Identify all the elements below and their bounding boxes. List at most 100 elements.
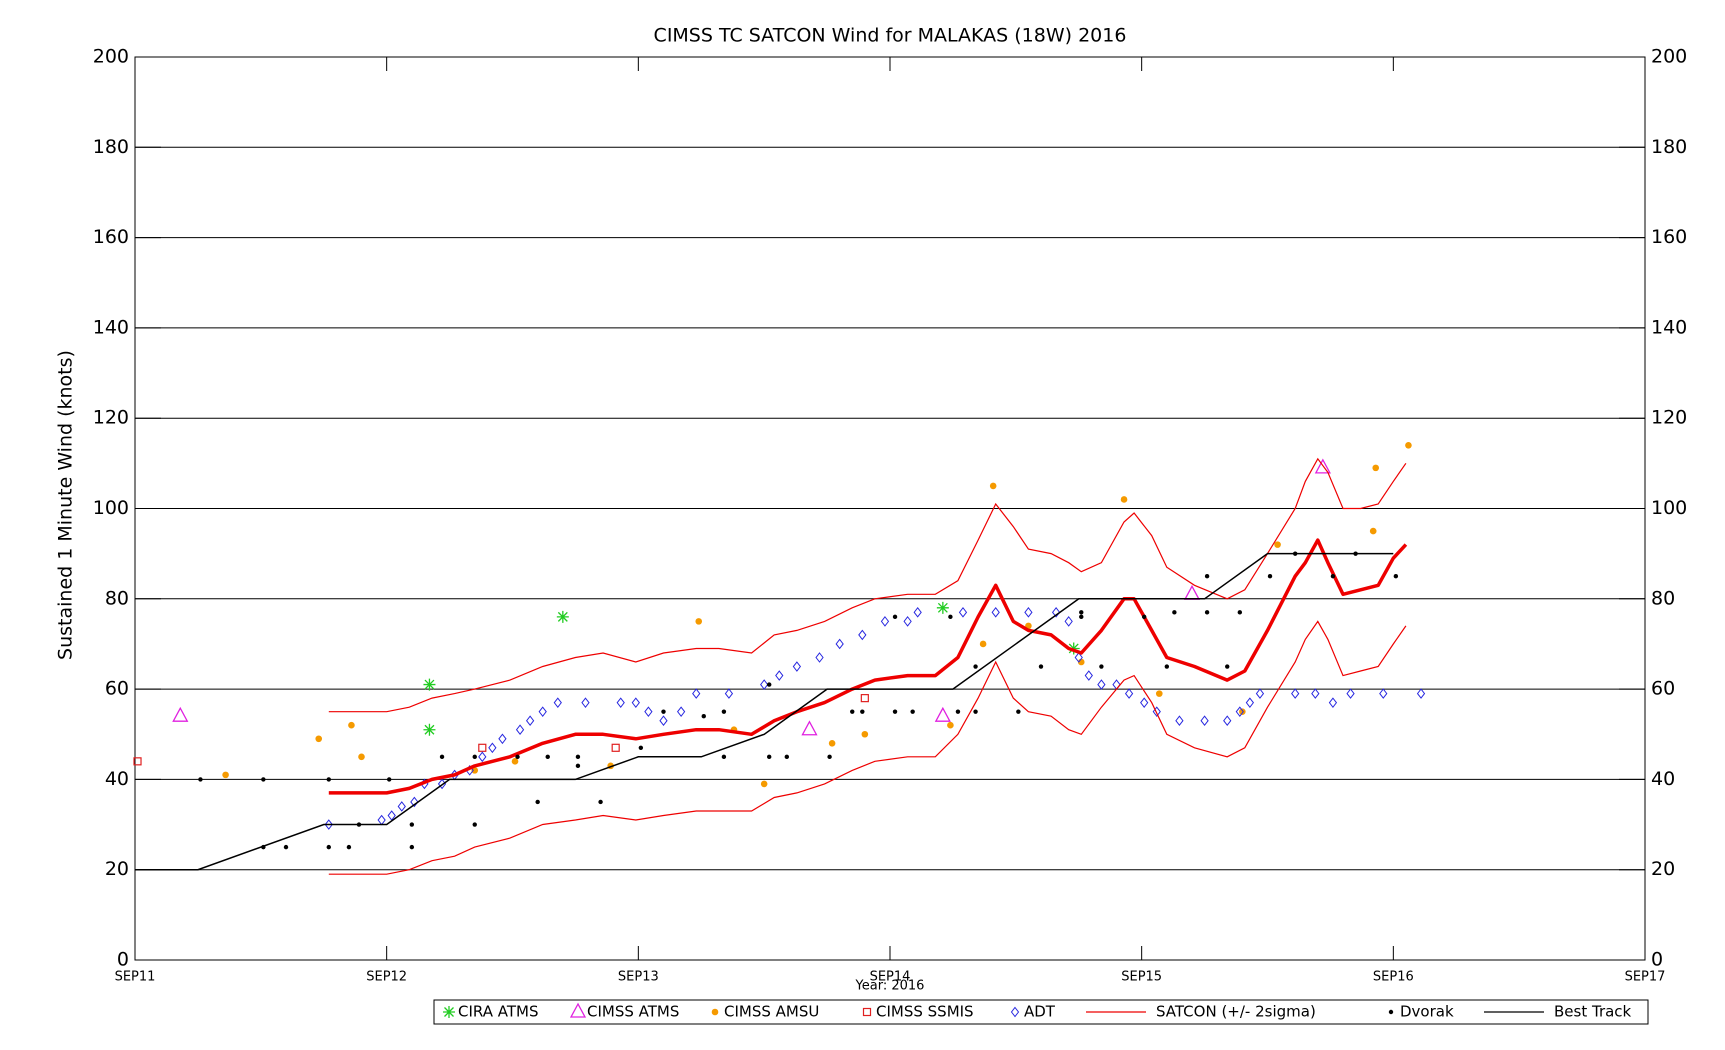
x-tick-label: SEP11 [115,970,156,985]
point [815,652,824,663]
point [511,758,519,765]
point [535,799,540,805]
point [892,614,898,620]
point [760,780,768,788]
point [1084,670,1093,681]
point [1239,708,1246,715]
point [575,754,581,760]
point [989,482,997,490]
point [948,614,953,620]
point [850,709,855,714]
point [1416,688,1426,699]
point [644,706,653,717]
point [801,720,818,736]
point [1204,574,1210,579]
x-tick-label: SEP17 [1625,970,1666,985]
y-tick-label: 40 [105,768,129,790]
point [1314,458,1331,474]
legend-label: CIMSS ATMS [587,1003,679,1021]
point [1164,664,1170,669]
point [1112,679,1121,690]
point [903,616,912,627]
mean-line [328,538,1408,795]
point [545,754,550,760]
point [760,679,769,690]
point [784,754,790,760]
point [767,754,772,760]
point [1405,441,1412,449]
point [172,706,189,722]
point [1064,616,1073,627]
point [1330,574,1336,579]
point [676,706,686,717]
point [1311,688,1320,699]
point [326,844,331,850]
point [659,715,668,727]
legend-label: Dvorak [1400,1003,1454,1021]
point [581,697,590,708]
point [1099,664,1104,669]
point [1204,610,1210,615]
point [478,751,487,763]
point [386,777,392,782]
legend-marker [569,1002,587,1018]
legend-label: SATCON (+/- 2sigma) [1156,1003,1316,1021]
point [1200,715,1209,727]
point [973,664,978,669]
y-tick-label-right: 60 [1651,678,1675,700]
point [348,721,355,729]
x-tick-label: SEP14 [870,970,911,985]
point [1225,664,1230,669]
point [936,601,949,614]
y-tick-label: 180 [93,136,129,158]
point [1051,607,1061,618]
point [1379,688,1388,699]
point [1393,574,1399,579]
y-tick-label-right: 100 [1651,497,1687,519]
point [515,724,525,736]
point [1372,464,1380,472]
legend-marker [862,1007,872,1017]
y-tick-label: 140 [93,316,129,338]
y-tick-label: 80 [105,587,129,609]
y-tick-label-right: 120 [1651,407,1687,429]
point [835,638,844,650]
legend-label: CIMSS SSMIS [876,1003,974,1021]
point [472,822,477,827]
point [409,844,415,850]
point [1175,715,1184,727]
point [1141,614,1147,620]
point [575,763,581,769]
point [358,753,365,761]
point [616,697,625,708]
y-tick-label-right: 0 [1651,949,1663,971]
point [827,754,832,760]
x-axis-label: Year: 2016 [855,979,925,994]
point [775,670,784,681]
point [515,754,520,760]
y-tick-label-right: 200 [1651,46,1687,68]
point [973,709,978,714]
point [721,709,727,714]
point [198,777,203,782]
point [410,796,419,808]
point [1267,574,1273,579]
y-tick-label-right: 20 [1651,858,1675,880]
point [1328,697,1338,708]
point [695,618,703,625]
y-tick-label: 120 [93,407,129,429]
point [598,799,603,805]
x-tick-label: SEP13 [618,970,659,985]
point [858,629,867,641]
legend-marker [711,1008,719,1016]
point [860,709,865,714]
point [860,694,869,703]
point [1038,664,1044,669]
point [692,688,701,699]
point [1255,688,1265,699]
x-tick-label: SEP12 [366,970,407,985]
legend-marker [1010,1006,1020,1018]
point [1274,541,1281,548]
point [828,739,836,747]
